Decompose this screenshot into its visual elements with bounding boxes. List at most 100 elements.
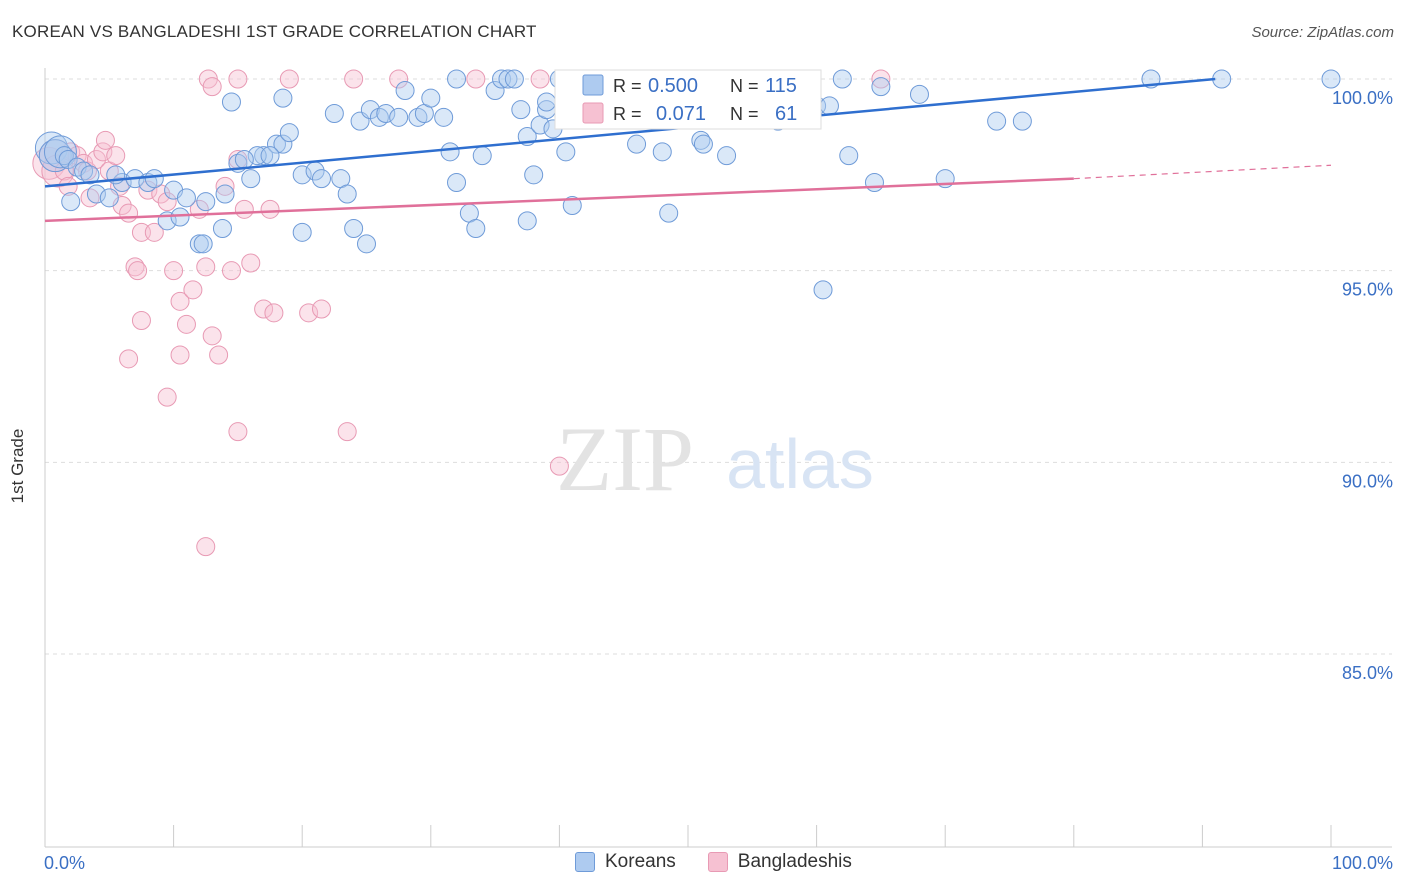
legend-swatch-bangladeshis bbox=[707, 852, 728, 872]
tick-labels: 100.0% 95.0% 90.0% 85.0% 0.0% 100.0% bbox=[44, 88, 1393, 873]
legend-swatch-koreans bbox=[575, 852, 595, 872]
korean-point bbox=[292, 222, 312, 242]
korean-point bbox=[447, 173, 467, 192]
bangladeshi-point bbox=[157, 387, 177, 407]
bangladeshi-point bbox=[144, 222, 164, 242]
korean-point bbox=[1012, 111, 1032, 131]
korean-point bbox=[176, 188, 196, 208]
bangladeshi-point bbox=[264, 303, 284, 323]
korean-point bbox=[357, 234, 376, 254]
bangladeshi-point bbox=[183, 280, 203, 300]
source-label: Source: ZipAtlas.com bbox=[1251, 24, 1394, 41]
bangladeshi-point bbox=[106, 146, 126, 166]
bangladeshi-r-value: 0.071 bbox=[656, 103, 706, 125]
legend-item-bangladeshis[interactable]: Bangladeshis bbox=[707, 851, 852, 873]
korean-trend-line bbox=[44, 77, 1216, 188]
korean-point bbox=[215, 184, 235, 204]
korean-point bbox=[434, 107, 454, 127]
korean-point bbox=[311, 169, 331, 189]
korean-point bbox=[472, 146, 492, 166]
korean-point bbox=[61, 192, 81, 212]
korean-point bbox=[627, 134, 647, 154]
korean-point bbox=[279, 123, 299, 143]
korean-point bbox=[537, 92, 557, 112]
korean-point bbox=[717, 146, 737, 166]
legend-label-bangladeshis: Bangladeshis bbox=[737, 851, 852, 872]
axes bbox=[44, 68, 1392, 848]
korean-point bbox=[395, 81, 415, 100]
stats-legend: R = 0.500 N = 115 R = 0.071 N = 61 bbox=[554, 69, 822, 130]
x-tick-label-0: 0.0% bbox=[44, 853, 85, 873]
korean-point bbox=[440, 142, 460, 162]
korean-point bbox=[421, 88, 441, 108]
bangladeshi-point bbox=[202, 326, 222, 346]
bangladeshi-n-value: 61 bbox=[775, 103, 797, 125]
korean-n-value: 115 bbox=[765, 75, 797, 97]
bangladeshi-legend-swatch bbox=[582, 102, 604, 124]
trend-lines bbox=[44, 77, 1332, 223]
bangladeshi-point bbox=[131, 311, 151, 330]
bangladeshi-point bbox=[128, 261, 148, 281]
bangladeshi-point bbox=[215, 176, 235, 196]
y-tick-label-3: 85.0% bbox=[1342, 663, 1393, 683]
watermark-atlas: atlas bbox=[726, 425, 874, 503]
bangladeshi-point bbox=[299, 303, 319, 323]
korean-point bbox=[693, 134, 713, 154]
korean-point bbox=[292, 165, 312, 185]
bangladeshi-point bbox=[221, 261, 241, 281]
korean-r-value: 0.500 bbox=[648, 75, 698, 97]
legend-item-koreans[interactable]: Koreans bbox=[575, 851, 676, 873]
korean-point bbox=[254, 146, 274, 166]
korean-point bbox=[659, 203, 679, 223]
korean-point bbox=[144, 169, 164, 189]
bangladeshi-point bbox=[337, 422, 357, 442]
bangladeshi-point bbox=[241, 253, 261, 273]
korean-point bbox=[447, 69, 467, 89]
korean-point bbox=[43, 135, 77, 169]
korean-point bbox=[466, 219, 486, 238]
bangladeshi-point bbox=[176, 314, 196, 334]
bangladeshi-point bbox=[138, 180, 158, 200]
bangladeshi-point bbox=[209, 345, 229, 365]
korean-point bbox=[562, 196, 582, 215]
bangladeshi-point bbox=[93, 142, 113, 162]
bangladeshi-point bbox=[170, 291, 190, 311]
bangladeshi-point bbox=[157, 192, 177, 212]
korean-point bbox=[819, 96, 839, 116]
chart-title: KOREAN VS BANGLADESHI 1ST GRADE CORRELAT… bbox=[12, 22, 537, 41]
korean-point bbox=[273, 134, 293, 154]
bangladeshi-point bbox=[311, 299, 331, 319]
korean-point bbox=[54, 146, 74, 166]
korean-point bbox=[909, 84, 929, 104]
x-tick-label-1: 100.0% bbox=[1332, 853, 1393, 873]
korean-point bbox=[652, 142, 672, 162]
korean-point bbox=[337, 184, 357, 204]
korean-point bbox=[498, 69, 518, 89]
korean-point bbox=[260, 146, 280, 166]
y-tick-label-2: 90.0% bbox=[1342, 471, 1393, 491]
bangladeshi-point bbox=[196, 257, 216, 277]
bangladeshi-point bbox=[549, 456, 569, 476]
bangladeshi-trend-extension bbox=[1073, 164, 1332, 180]
korean-point bbox=[376, 104, 396, 123]
korean-point bbox=[556, 142, 576, 162]
korean-point bbox=[193, 234, 213, 254]
korean-point bbox=[80, 165, 100, 185]
korean-point bbox=[864, 173, 884, 192]
korean-point bbox=[212, 219, 232, 238]
korean-point bbox=[1321, 69, 1341, 89]
korean-point bbox=[389, 107, 409, 127]
korean-point bbox=[504, 69, 524, 89]
bangladeshi-point bbox=[260, 199, 280, 219]
watermark-zip: ZIP bbox=[556, 408, 694, 510]
korean-point bbox=[524, 165, 544, 185]
bangladeshi-point bbox=[170, 345, 190, 365]
bangladeshi-point bbox=[466, 69, 486, 89]
korean-point bbox=[832, 69, 852, 89]
korean-point bbox=[196, 192, 216, 212]
korean-point bbox=[511, 100, 531, 120]
bangladeshi-point bbox=[228, 422, 248, 442]
bangladeshi-point bbox=[871, 69, 891, 89]
korean-point bbox=[813, 280, 833, 300]
